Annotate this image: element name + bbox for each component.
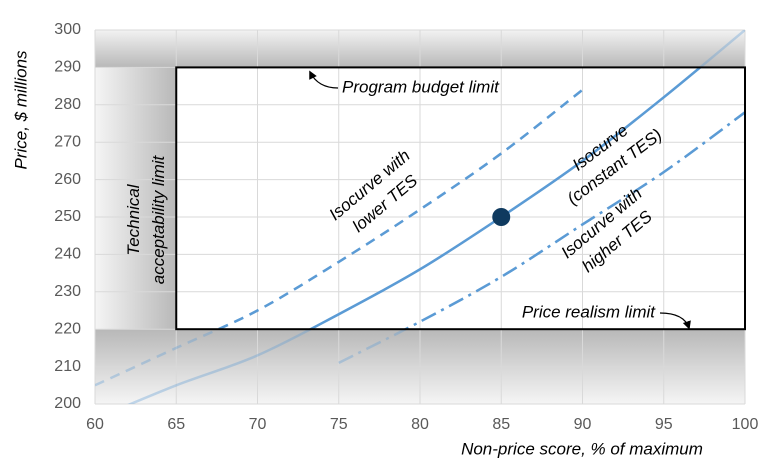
x-tick-label: 75: [330, 416, 348, 433]
y-tick-label: 210: [54, 358, 81, 375]
x-tick-label: 95: [655, 416, 673, 433]
annotation: Price realism limit: [522, 302, 656, 321]
shade-left: [95, 67, 177, 330]
isocurve: [402, 111, 745, 330]
isocurve: [215, 88, 584, 330]
y-tick-label: 220: [54, 320, 81, 337]
y-tick-label: 290: [54, 59, 81, 76]
y-tick-label: 240: [54, 246, 81, 263]
x-tick-label: 100: [732, 416, 759, 433]
y-tick-label: 230: [54, 283, 81, 300]
x-tick-label: 65: [167, 416, 185, 433]
x-tick-label: 60: [86, 416, 104, 433]
x-tick-label: 85: [492, 416, 510, 433]
annotation: Program budget limit: [342, 77, 500, 96]
annotation: Technical: [124, 183, 143, 255]
y-tick-label: 280: [54, 96, 81, 113]
isocurve: [307, 67, 703, 330]
x-tick-label: 80: [411, 416, 429, 433]
y-tick-label: 200: [54, 395, 81, 412]
proposal-point: [492, 208, 511, 226]
annotation-arrow: [659, 312, 691, 330]
y-tick-label: 250: [54, 208, 81, 225]
annotation: acceptability limit: [149, 154, 168, 284]
y-tick-label: 300: [54, 21, 81, 38]
y-axis-title: Price, $ millions: [11, 50, 30, 170]
x-tick-label: 70: [249, 416, 267, 433]
x-axis-title: Non-price score, % of maximum: [461, 439, 703, 458]
y-tick-label: 260: [54, 171, 81, 188]
y-tick-label: 270: [54, 133, 81, 150]
annotation-arrow: [309, 70, 339, 89]
x-tick-label: 90: [574, 416, 592, 433]
acceptable-region: [175, 66, 746, 331]
